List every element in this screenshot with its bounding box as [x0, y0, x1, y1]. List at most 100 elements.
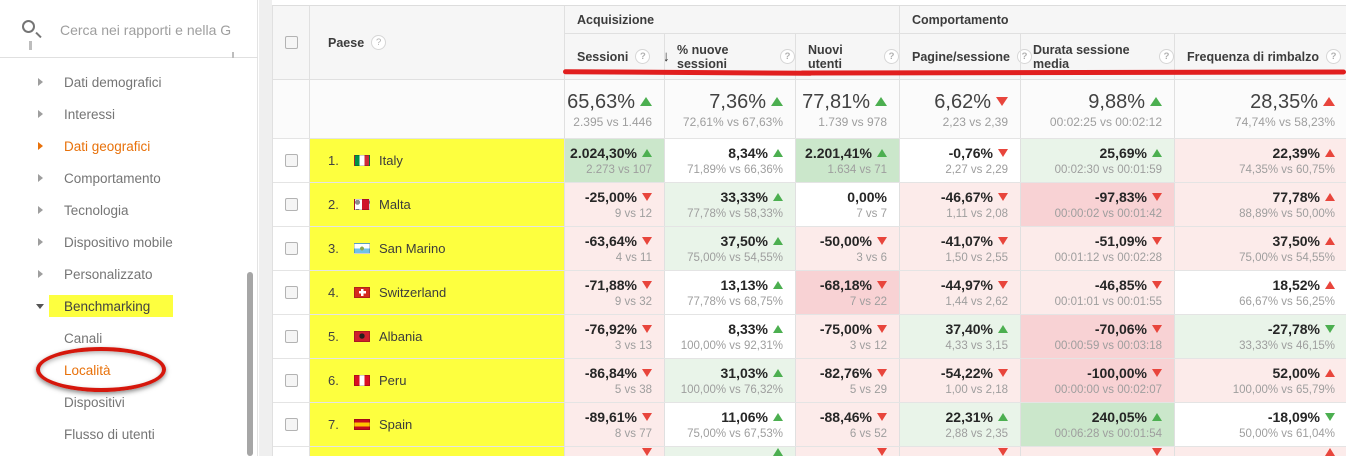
sidebar-nav: Dati demografici Interessi Dati geografici…: [0, 66, 258, 450]
trend-up-arrow-icon: [875, 97, 887, 106]
metric-cell: -51,09% 00:01:12 vs 00:02:28: [1020, 227, 1174, 270]
row-checkbox[interactable]: [284, 374, 298, 387]
paese-header-label: Paese: [328, 35, 365, 50]
country-name: Peru: [379, 373, 407, 388]
metric-comparison-value: 2.273 vs 107: [586, 163, 652, 176]
row-checkbox[interactable]: [284, 286, 298, 299]
chevron-right-icon[interactable]: [38, 142, 43, 150]
metric-change-value: -51,09%: [1094, 232, 1147, 249]
metric-cell: -76,92% 3 vs 13: [564, 315, 664, 358]
sidebar-item-flusso-di-utenti[interactable]: Flusso di utenti: [0, 418, 258, 450]
row-checkbox[interactable]: [284, 330, 298, 343]
chevron-right-icon[interactable]: [38, 78, 43, 86]
trend-up-arrow-icon: [773, 281, 783, 289]
metric-comparison-value: 9 vs 32: [614, 295, 652, 308]
sidebar-item-tecnologia[interactable]: Tecnologia: [0, 194, 258, 226]
column-header-sessioni[interactable]: Sessioni ? ↓: [564, 34, 670, 79]
metric-change-value: -68,18%: [819, 276, 872, 293]
chevron-down-icon[interactable]: [36, 303, 44, 309]
metric-change-value: -76,92%: [584, 320, 637, 337]
chevron-right-icon[interactable]: [38, 174, 43, 182]
trend-up-arrow-icon: [1152, 149, 1162, 157]
help-icon[interactable]: ?: [635, 49, 651, 64]
table-row-partial: [273, 447, 1346, 456]
row-rank: 3.: [328, 241, 339, 256]
chevron-right-icon[interactable]: [38, 110, 43, 118]
sidebar-item-comportamento[interactable]: Comportamento: [0, 162, 258, 194]
sidebar-item-benchmarking[interactable]: Benchmarking: [0, 290, 258, 322]
search-input[interactable]: [60, 18, 250, 42]
chevron-right-icon[interactable]: [38, 238, 43, 246]
sidebar-item-dati-demografici[interactable]: Dati demografici: [0, 66, 258, 98]
help-icon[interactable]: ?: [780, 49, 795, 64]
sort-descending-icon[interactable]: ↓: [662, 48, 670, 65]
sidebar-scrollbar[interactable]: [247, 272, 253, 456]
metric-cell: 33,33% 77,78% vs 58,33%: [664, 183, 795, 226]
trend-down-arrow-icon: [877, 369, 887, 377]
sidebar-item-label: Personalizzato: [64, 266, 153, 282]
metric-comparison-value: 74,35% vs 60,75%: [1239, 163, 1335, 176]
column-header-paese[interactable]: Paese ?: [309, 6, 564, 79]
row-rank: 2.: [328, 197, 339, 212]
trend-down-arrow-icon: [642, 281, 652, 289]
sidebar-item-canali[interactable]: Canali: [0, 322, 258, 354]
metric-cell: 25,69% 00:02:30 vs 00:01:59: [1020, 139, 1174, 182]
chevron-right-icon[interactable]: [38, 206, 43, 214]
chevron-right-icon[interactable]: [38, 270, 43, 278]
sidebar-item-interessi[interactable]: Interessi: [0, 98, 258, 130]
row-checkbox[interactable]: [284, 154, 298, 167]
metric-comparison-value: 00:00:59 vs 00:03:18: [1054, 339, 1162, 352]
column-header-nuove-sessioni[interactable]: % nuove sessioni ?: [664, 34, 795, 79]
metric-cell: -97,83% 00:00:02 vs 00:01:42: [1020, 183, 1174, 226]
select-all-checkbox[interactable]: [284, 36, 298, 49]
metric-comparison-value: 1,50 vs 2,55: [945, 251, 1008, 264]
column-header-frequenza-rimbalzo[interactable]: Frequenza di rimbalzo ?: [1174, 34, 1346, 79]
metric-change-value: -25,00%: [584, 188, 637, 205]
trend-up-arrow-icon: [773, 237, 783, 245]
help-icon[interactable]: ?: [1325, 49, 1341, 64]
column-header-nuovi-utenti[interactable]: Nuovi utenti ?: [795, 34, 899, 79]
metric-cell: -63,64% 4 vs 11: [564, 227, 664, 270]
country-name: Switzerland: [379, 285, 447, 300]
summary-metric-cell: 65,63% 2.395 vs 1.446: [564, 80, 664, 138]
metric-comparison-value: 9 vs 12: [614, 207, 652, 220]
metric-comparison-value: 1,00 vs 2,18: [945, 383, 1008, 396]
row-checkbox[interactable]: [284, 198, 298, 211]
group-header-acquisizione: Acquisizione: [564, 6, 899, 34]
sidebar-item-localit-[interactable]: Località: [0, 347, 258, 392]
trend-down-arrow-icon: [1152, 447, 1162, 456]
country-name: Malta: [379, 197, 411, 212]
metric-change-value: -41,07%: [940, 232, 993, 249]
sidebar-item-label: Dispositivo mobile: [64, 234, 173, 250]
trend-up-arrow-icon: [773, 447, 783, 456]
sidebar-item-dati-geografici[interactable]: Dati geografici: [0, 130, 258, 162]
row-checkbox[interactable]: [284, 418, 298, 431]
row-checkbox[interactable]: [284, 242, 298, 255]
sanmarino-flag-icon: [354, 243, 370, 254]
help-icon[interactable]: ?: [371, 35, 387, 50]
table-row: 7. Spain -89,61% 8 vs 77 11,06% 75,00% vs 67,…: [273, 403, 1346, 447]
metric-comparison-value: 7 vs 22: [849, 295, 887, 308]
column-header-durata-sessione[interactable]: Durata sessione media ?: [1020, 34, 1174, 79]
metric-change-value: -75,00%: [819, 320, 872, 337]
metric-change-value: -97,83%: [1094, 188, 1147, 205]
metric-change-value: -46,85%: [1094, 276, 1147, 293]
sidebar-item-personalizzato[interactable]: Personalizzato: [0, 258, 258, 290]
trend-down-arrow-icon: [1152, 325, 1162, 333]
metric-change-value: -86,84%: [584, 364, 637, 381]
country-cell: 1. Italy: [309, 139, 564, 182]
table-body: 65,63% 2.395 vs 1.446 7,36% 72,61% vs 67,63…: [273, 80, 1346, 456]
help-icon[interactable]: ?: [1159, 49, 1174, 64]
metric-change-value: 37,50%: [720, 232, 768, 249]
metric-comparison-value: 00:02:25 vs 00:02:12: [1049, 114, 1162, 129]
country-name: San Marino: [379, 241, 446, 256]
help-icon[interactable]: ?: [884, 49, 899, 64]
sidebar-item-dispositivi[interactable]: Dispositivi: [0, 386, 258, 418]
malta-flag-icon: [354, 199, 370, 210]
sidebar-item-dispositivo-mobile[interactable]: Dispositivo mobile: [0, 226, 258, 258]
metric-comparison-value: 1.634 vs 71: [827, 163, 887, 176]
metric-change-value: -63,64%: [584, 232, 637, 249]
country-name: Spain: [379, 417, 413, 432]
peru-flag-icon: [354, 375, 370, 386]
metric-change-value: 25,69%: [1099, 144, 1147, 161]
